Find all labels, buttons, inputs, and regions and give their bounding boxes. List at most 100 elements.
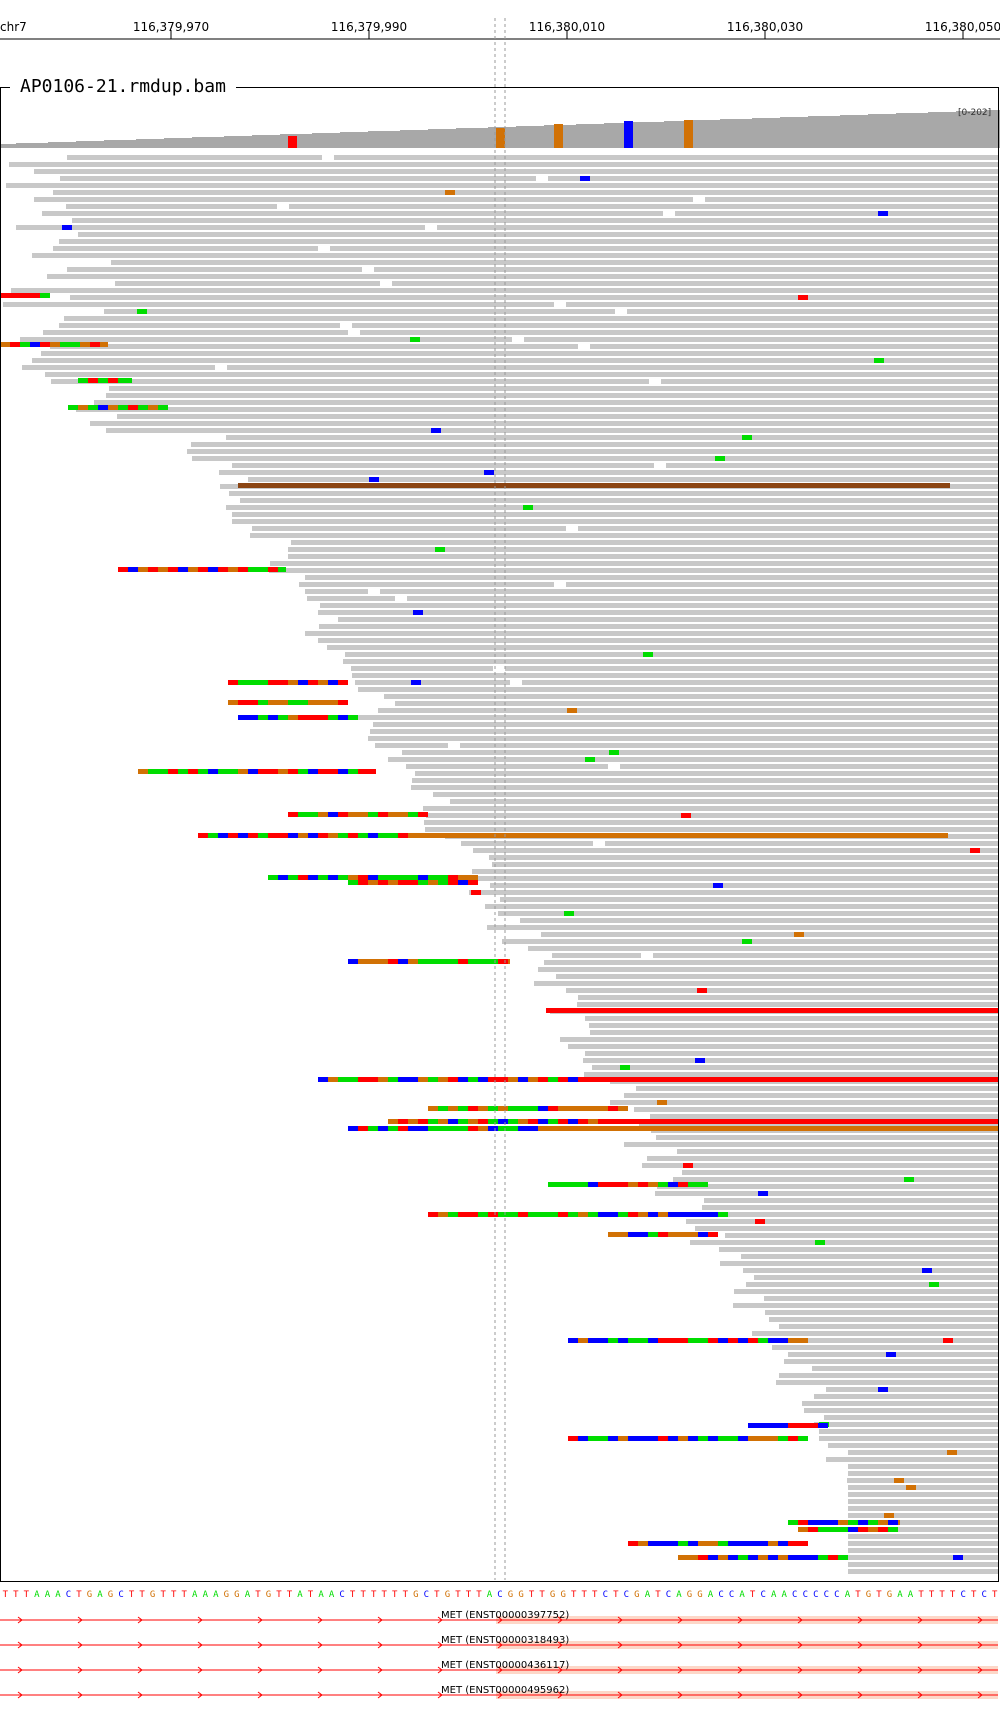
alignment-read	[653, 953, 998, 958]
alignment-read	[847, 1478, 998, 1483]
coverage-bar	[944, 112, 948, 148]
softclip-base	[228, 567, 238, 572]
softclip-base	[628, 1212, 638, 1217]
coverage-bar	[728, 119, 732, 148]
coverage-bar	[732, 119, 736, 148]
softclip-base	[448, 1077, 458, 1082]
coverage-bar	[536, 126, 540, 148]
coverage-bar	[864, 115, 868, 148]
reference-base: C	[792, 1590, 797, 1600]
alignment-read	[779, 1373, 998, 1378]
softclip-base	[288, 812, 298, 817]
softclip-base	[708, 1541, 718, 1546]
reference-base: T	[592, 1590, 598, 1600]
softclip-base	[458, 1126, 468, 1131]
chromosome-label: chr7	[0, 20, 27, 34]
mismatch-base	[947, 1450, 957, 1455]
softclip-base	[268, 769, 278, 774]
coverage-bar	[8, 144, 12, 148]
softclip-base	[738, 1338, 748, 1343]
transcript-label[interactable]: MET (ENST00000436117)	[441, 1660, 570, 1671]
coverage-bar	[408, 130, 412, 148]
alignment-read	[610, 1100, 998, 1105]
coverage-bar	[600, 124, 604, 148]
softclip-base	[268, 700, 278, 705]
alignment-read	[464, 876, 998, 881]
softclip-base	[588, 1119, 598, 1124]
softclip-base	[468, 1212, 478, 1217]
softclip-base	[638, 1182, 648, 1187]
softclip-base	[30, 342, 40, 347]
coverage-bar	[984, 110, 988, 148]
alignment-read	[819, 1436, 998, 1441]
alignment-read	[106, 428, 998, 433]
mismatch-base	[567, 708, 577, 713]
alignment-read	[772, 1345, 998, 1350]
coverage-bar	[328, 133, 332, 148]
coverage-bar	[980, 111, 984, 148]
coverage-bar	[308, 134, 312, 148]
softclip-base	[868, 1527, 878, 1532]
coverage-bar	[172, 138, 176, 148]
alignment-read	[327, 645, 998, 650]
coverage-bar	[168, 138, 172, 148]
softclip-base	[558, 1106, 568, 1111]
coverage-bar	[204, 137, 208, 148]
reference-base: A	[845, 1590, 851, 1600]
reference-base: G	[634, 1590, 639, 1600]
insertion-span	[568, 1126, 998, 1131]
alignment-read	[402, 750, 998, 755]
softclip-base	[358, 812, 368, 817]
softclip-base	[758, 1423, 768, 1428]
softclip-base	[168, 567, 178, 572]
genomic-ruler[interactable]: chr7 116,379,970 116,379,990 116,380,010…	[0, 0, 1000, 42]
softclip-base	[168, 769, 178, 774]
mismatch-base	[435, 547, 445, 552]
alignment-read	[522, 680, 998, 685]
coverage-bar	[840, 115, 844, 148]
softclip-base	[738, 1541, 748, 1546]
coverage-bar	[316, 133, 320, 148]
transcript-label[interactable]: MET (ENST00000318493)	[441, 1635, 570, 1646]
softclip-base	[458, 1119, 468, 1124]
softclip-base	[418, 1126, 428, 1131]
coverage-bar	[888, 114, 892, 148]
coverage-bar	[656, 122, 660, 148]
transcript-label[interactable]: MET (ENST00000397752)	[441, 1610, 570, 1621]
softclip-base	[328, 680, 338, 685]
reference-base: A	[97, 1590, 103, 1600]
coverage-bar	[576, 124, 580, 148]
transcript-label[interactable]: MET (ENST00000495962)	[441, 1685, 570, 1696]
softclip-base	[60, 342, 70, 347]
alignment-read	[226, 505, 998, 510]
coverage-bar	[724, 119, 728, 148]
coverage-bar	[220, 137, 224, 148]
coverage-bar	[100, 141, 104, 148]
softclip-base	[688, 1182, 698, 1187]
softclip-base	[448, 1126, 458, 1131]
softclip-base	[248, 567, 258, 572]
softclip-base	[158, 567, 168, 572]
softclip-base	[20, 342, 30, 347]
coverage-bar	[120, 140, 124, 148]
coverage-bar	[960, 111, 964, 148]
reference-base: A	[297, 1590, 303, 1600]
coverage-bar	[412, 130, 416, 148]
softclip-base	[748, 1541, 758, 1546]
alignment-read	[320, 603, 998, 608]
softclip-base	[378, 959, 388, 964]
softclip-base	[218, 769, 228, 774]
coverage-bar	[92, 141, 96, 148]
softclip-base	[398, 875, 408, 880]
reference-base: G	[266, 1590, 271, 1600]
softclip-base	[238, 700, 248, 705]
softclip-base	[568, 1338, 578, 1343]
reference-base: T	[992, 1590, 998, 1600]
coverage-bar	[548, 125, 552, 148]
softclip-base	[298, 715, 308, 720]
coverage-bar	[988, 110, 992, 148]
reference-base: T	[455, 1590, 461, 1600]
coverage-bar	[620, 123, 624, 148]
alignment-read	[232, 463, 654, 468]
